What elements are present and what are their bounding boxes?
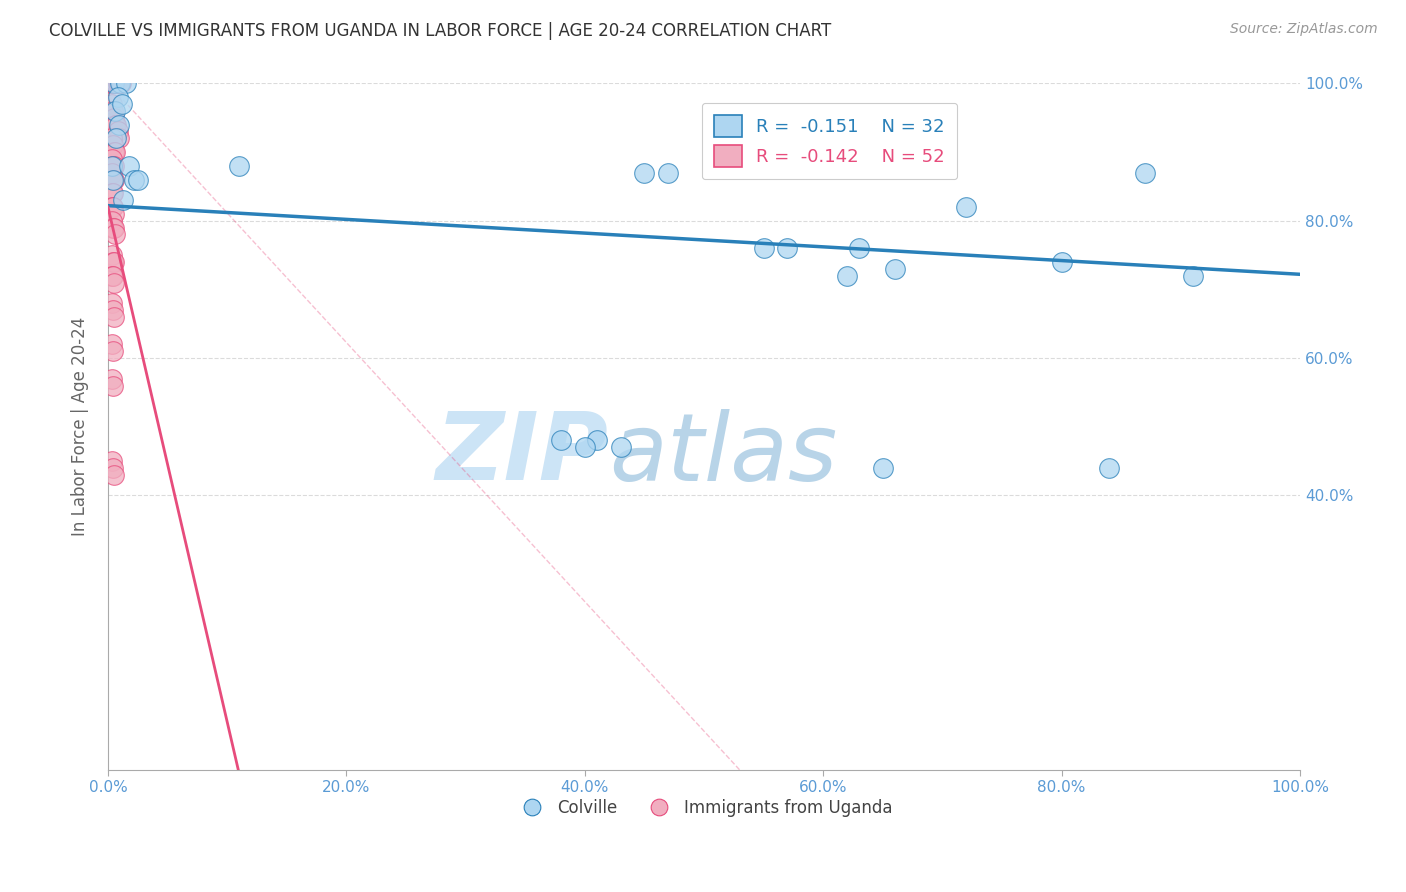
Point bbox=[633, 166, 655, 180]
Point bbox=[100, 152, 122, 166]
Point bbox=[1181, 268, 1204, 283]
Point bbox=[101, 172, 124, 186]
Point bbox=[101, 378, 124, 392]
Point bbox=[100, 372, 122, 386]
Point bbox=[112, 193, 135, 207]
Point bbox=[110, 77, 132, 91]
Point bbox=[107, 77, 129, 91]
Point bbox=[100, 248, 122, 262]
Point bbox=[100, 186, 122, 201]
Point bbox=[104, 118, 127, 132]
Point bbox=[100, 454, 122, 468]
Point bbox=[115, 77, 138, 91]
Point bbox=[103, 77, 125, 91]
Point bbox=[100, 268, 122, 283]
Point bbox=[118, 159, 141, 173]
Point bbox=[107, 124, 129, 138]
Point bbox=[101, 77, 124, 91]
Point bbox=[100, 159, 122, 173]
Point bbox=[103, 276, 125, 290]
Point bbox=[100, 97, 122, 112]
Point bbox=[101, 186, 124, 201]
Point bbox=[108, 77, 131, 91]
Point bbox=[100, 77, 122, 91]
Point bbox=[101, 255, 124, 269]
Point bbox=[105, 77, 128, 91]
Point bbox=[104, 145, 127, 160]
Point bbox=[1098, 461, 1121, 475]
Point bbox=[103, 310, 125, 324]
Point bbox=[103, 172, 125, 186]
Point bbox=[101, 220, 124, 235]
Legend: Colville, Immigrants from Uganda: Colville, Immigrants from Uganda bbox=[509, 792, 900, 823]
Point bbox=[101, 200, 124, 214]
Point bbox=[776, 241, 799, 255]
Point bbox=[100, 296, 122, 310]
Point bbox=[101, 159, 124, 173]
Point bbox=[111, 97, 134, 112]
Point bbox=[104, 77, 127, 91]
Point bbox=[100, 166, 122, 180]
Point bbox=[955, 200, 977, 214]
Point bbox=[100, 213, 122, 227]
Text: COLVILLE VS IMMIGRANTS FROM UGANDA IN LABOR FORCE | AGE 20-24 CORRELATION CHART: COLVILLE VS IMMIGRANTS FROM UGANDA IN LA… bbox=[49, 22, 831, 40]
Point bbox=[107, 90, 129, 104]
Text: Source: ZipAtlas.com: Source: ZipAtlas.com bbox=[1230, 22, 1378, 37]
Point bbox=[105, 118, 128, 132]
Point bbox=[848, 241, 870, 255]
Point bbox=[104, 227, 127, 242]
Point bbox=[103, 159, 125, 173]
Point bbox=[100, 131, 122, 145]
Point bbox=[103, 145, 125, 160]
Point bbox=[1133, 166, 1156, 180]
Point bbox=[574, 440, 596, 454]
Point bbox=[107, 131, 129, 145]
Text: ZIP: ZIP bbox=[436, 409, 609, 500]
Point bbox=[100, 200, 122, 214]
Point bbox=[835, 268, 858, 283]
Point bbox=[883, 261, 905, 276]
Point bbox=[1050, 255, 1073, 269]
Point bbox=[101, 268, 124, 283]
Point bbox=[585, 434, 607, 448]
Point bbox=[127, 172, 149, 186]
Text: atlas: atlas bbox=[609, 409, 837, 500]
Point bbox=[100, 337, 122, 351]
Point bbox=[108, 77, 131, 91]
Point bbox=[101, 461, 124, 475]
Point bbox=[107, 118, 129, 132]
Point bbox=[103, 77, 125, 91]
Point bbox=[105, 131, 128, 145]
Point bbox=[107, 77, 129, 91]
Point bbox=[103, 220, 125, 235]
Point bbox=[122, 172, 145, 186]
Point bbox=[101, 172, 124, 186]
Point bbox=[752, 241, 775, 255]
Point bbox=[103, 111, 125, 125]
Point bbox=[101, 138, 124, 153]
Point bbox=[101, 103, 124, 118]
Point bbox=[101, 303, 124, 318]
Point bbox=[657, 166, 679, 180]
Point bbox=[103, 467, 125, 482]
Point bbox=[609, 440, 631, 454]
Y-axis label: In Labor Force | Age 20-24: In Labor Force | Age 20-24 bbox=[72, 317, 89, 536]
Point bbox=[104, 103, 127, 118]
Point bbox=[101, 344, 124, 359]
Point bbox=[103, 207, 125, 221]
Point bbox=[103, 255, 125, 269]
Point bbox=[100, 77, 122, 91]
Point bbox=[872, 461, 894, 475]
Point bbox=[228, 159, 250, 173]
Point bbox=[550, 434, 572, 448]
